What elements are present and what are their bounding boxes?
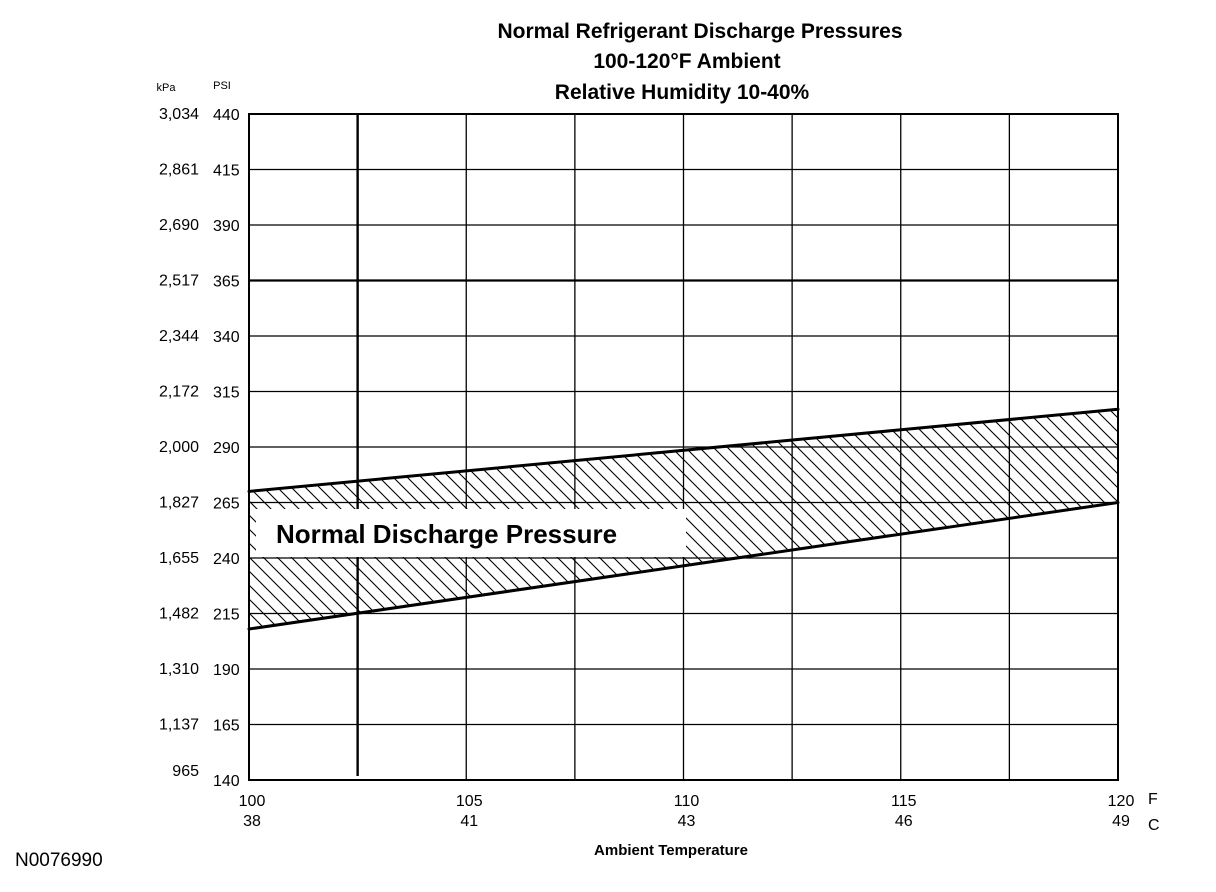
y-tick-kpa-label: 1,310 — [159, 661, 199, 678]
x-tick-celsius-label: 46 — [895, 813, 913, 830]
y-tick-psi-label: 190 — [213, 662, 240, 679]
y-tick-psi-label: 165 — [213, 718, 240, 735]
y-tick-kpa-label: 2,517 — [159, 273, 199, 290]
chart-title-line-1: Normal Refrigerant Discharge Pressures — [498, 20, 903, 43]
figure-code: N0076990 — [15, 850, 103, 871]
x-axis-ticks: 100 38 105 41 110 43 115 46 120 49 — [239, 793, 1135, 830]
lower-limit-point — [1116, 501, 1120, 504]
kpa-axis-label: kPa — [157, 82, 177, 94]
x-tick-fahrenheit-label: 100 — [239, 793, 266, 810]
y-tick-psi-label: 340 — [213, 329, 240, 346]
y-axis-ticks: 3,034 440 2,861 415 2,690 390 2,517 365 2,344 340… — [159, 106, 240, 790]
band-label: Normal Discharge Pressure — [276, 519, 617, 549]
y-tick-kpa-label: 1,482 — [159, 606, 199, 623]
y-tick-kpa-label: 965 — [172, 763, 199, 780]
x-tick-fahrenheit-label: 120 — [1108, 793, 1135, 810]
y-tick-psi-label: 140 — [213, 773, 240, 790]
y-tick-psi-label: 390 — [213, 218, 240, 235]
x-tick-celsius-label: 38 — [243, 813, 261, 830]
y-tick-psi-label: 365 — [213, 274, 240, 291]
chart-title-line-3: Relative Humidity 10-40% — [555, 81, 810, 104]
y-tick-kpa-label: 2,861 — [159, 162, 199, 179]
y-tick-kpa-label: 1,137 — [159, 717, 199, 734]
x-unit-fahrenheit: F — [1148, 791, 1158, 808]
y-tick-kpa-label: 2,000 — [159, 439, 199, 456]
y-tick-kpa-label: 1,827 — [159, 495, 199, 512]
y-tick-psi-label: 440 — [213, 107, 240, 124]
x-tick-celsius-label: 49 — [1112, 813, 1130, 830]
chart-title-line-2: 100-120°F Ambient — [593, 50, 780, 73]
x-tick-fahrenheit-label: 105 — [456, 793, 483, 810]
y-tick-kpa-label: 2,344 — [159, 328, 199, 345]
y-tick-psi-label: 240 — [213, 551, 240, 568]
x-tick-fahrenheit-label: 115 — [891, 793, 917, 810]
x-tick-fahrenheit-label: 110 — [674, 793, 700, 810]
x-unit-celsius: C — [1148, 817, 1160, 834]
lower-limit-point — [247, 627, 251, 631]
x-tick-celsius-label: 41 — [460, 813, 478, 830]
y-tick-psi-label: 415 — [213, 163, 240, 180]
lower-limit-line — [248, 501, 1119, 631]
y-tick-psi-label: 265 — [213, 496, 240, 513]
psi-axis-label: PSI — [213, 80, 231, 92]
x-axis-title: Ambient Temperature — [594, 842, 748, 859]
plot-frame — [248, 113, 1119, 781]
y-tick-kpa-label: 2,172 — [159, 384, 199, 401]
y-tick-psi-label: 315 — [213, 385, 240, 402]
y-tick-kpa-label: 1,655 — [159, 550, 199, 567]
upper-limit-line — [248, 407, 1119, 493]
upper-limit-point — [247, 489, 251, 493]
y-tick-kpa-label: 3,034 — [159, 106, 199, 123]
y-tick-psi-label: 215 — [213, 607, 240, 624]
y-tick-kpa-label: 2,690 — [159, 217, 199, 234]
limit-lines — [247, 407, 1120, 631]
x-tick-celsius-label: 43 — [678, 813, 696, 830]
y-tick-psi-label: 290 — [213, 440, 240, 457]
plot-grid — [248, 113, 1119, 781]
band-label-background — [256, 509, 686, 557]
upper-limit-point — [1116, 407, 1120, 411]
